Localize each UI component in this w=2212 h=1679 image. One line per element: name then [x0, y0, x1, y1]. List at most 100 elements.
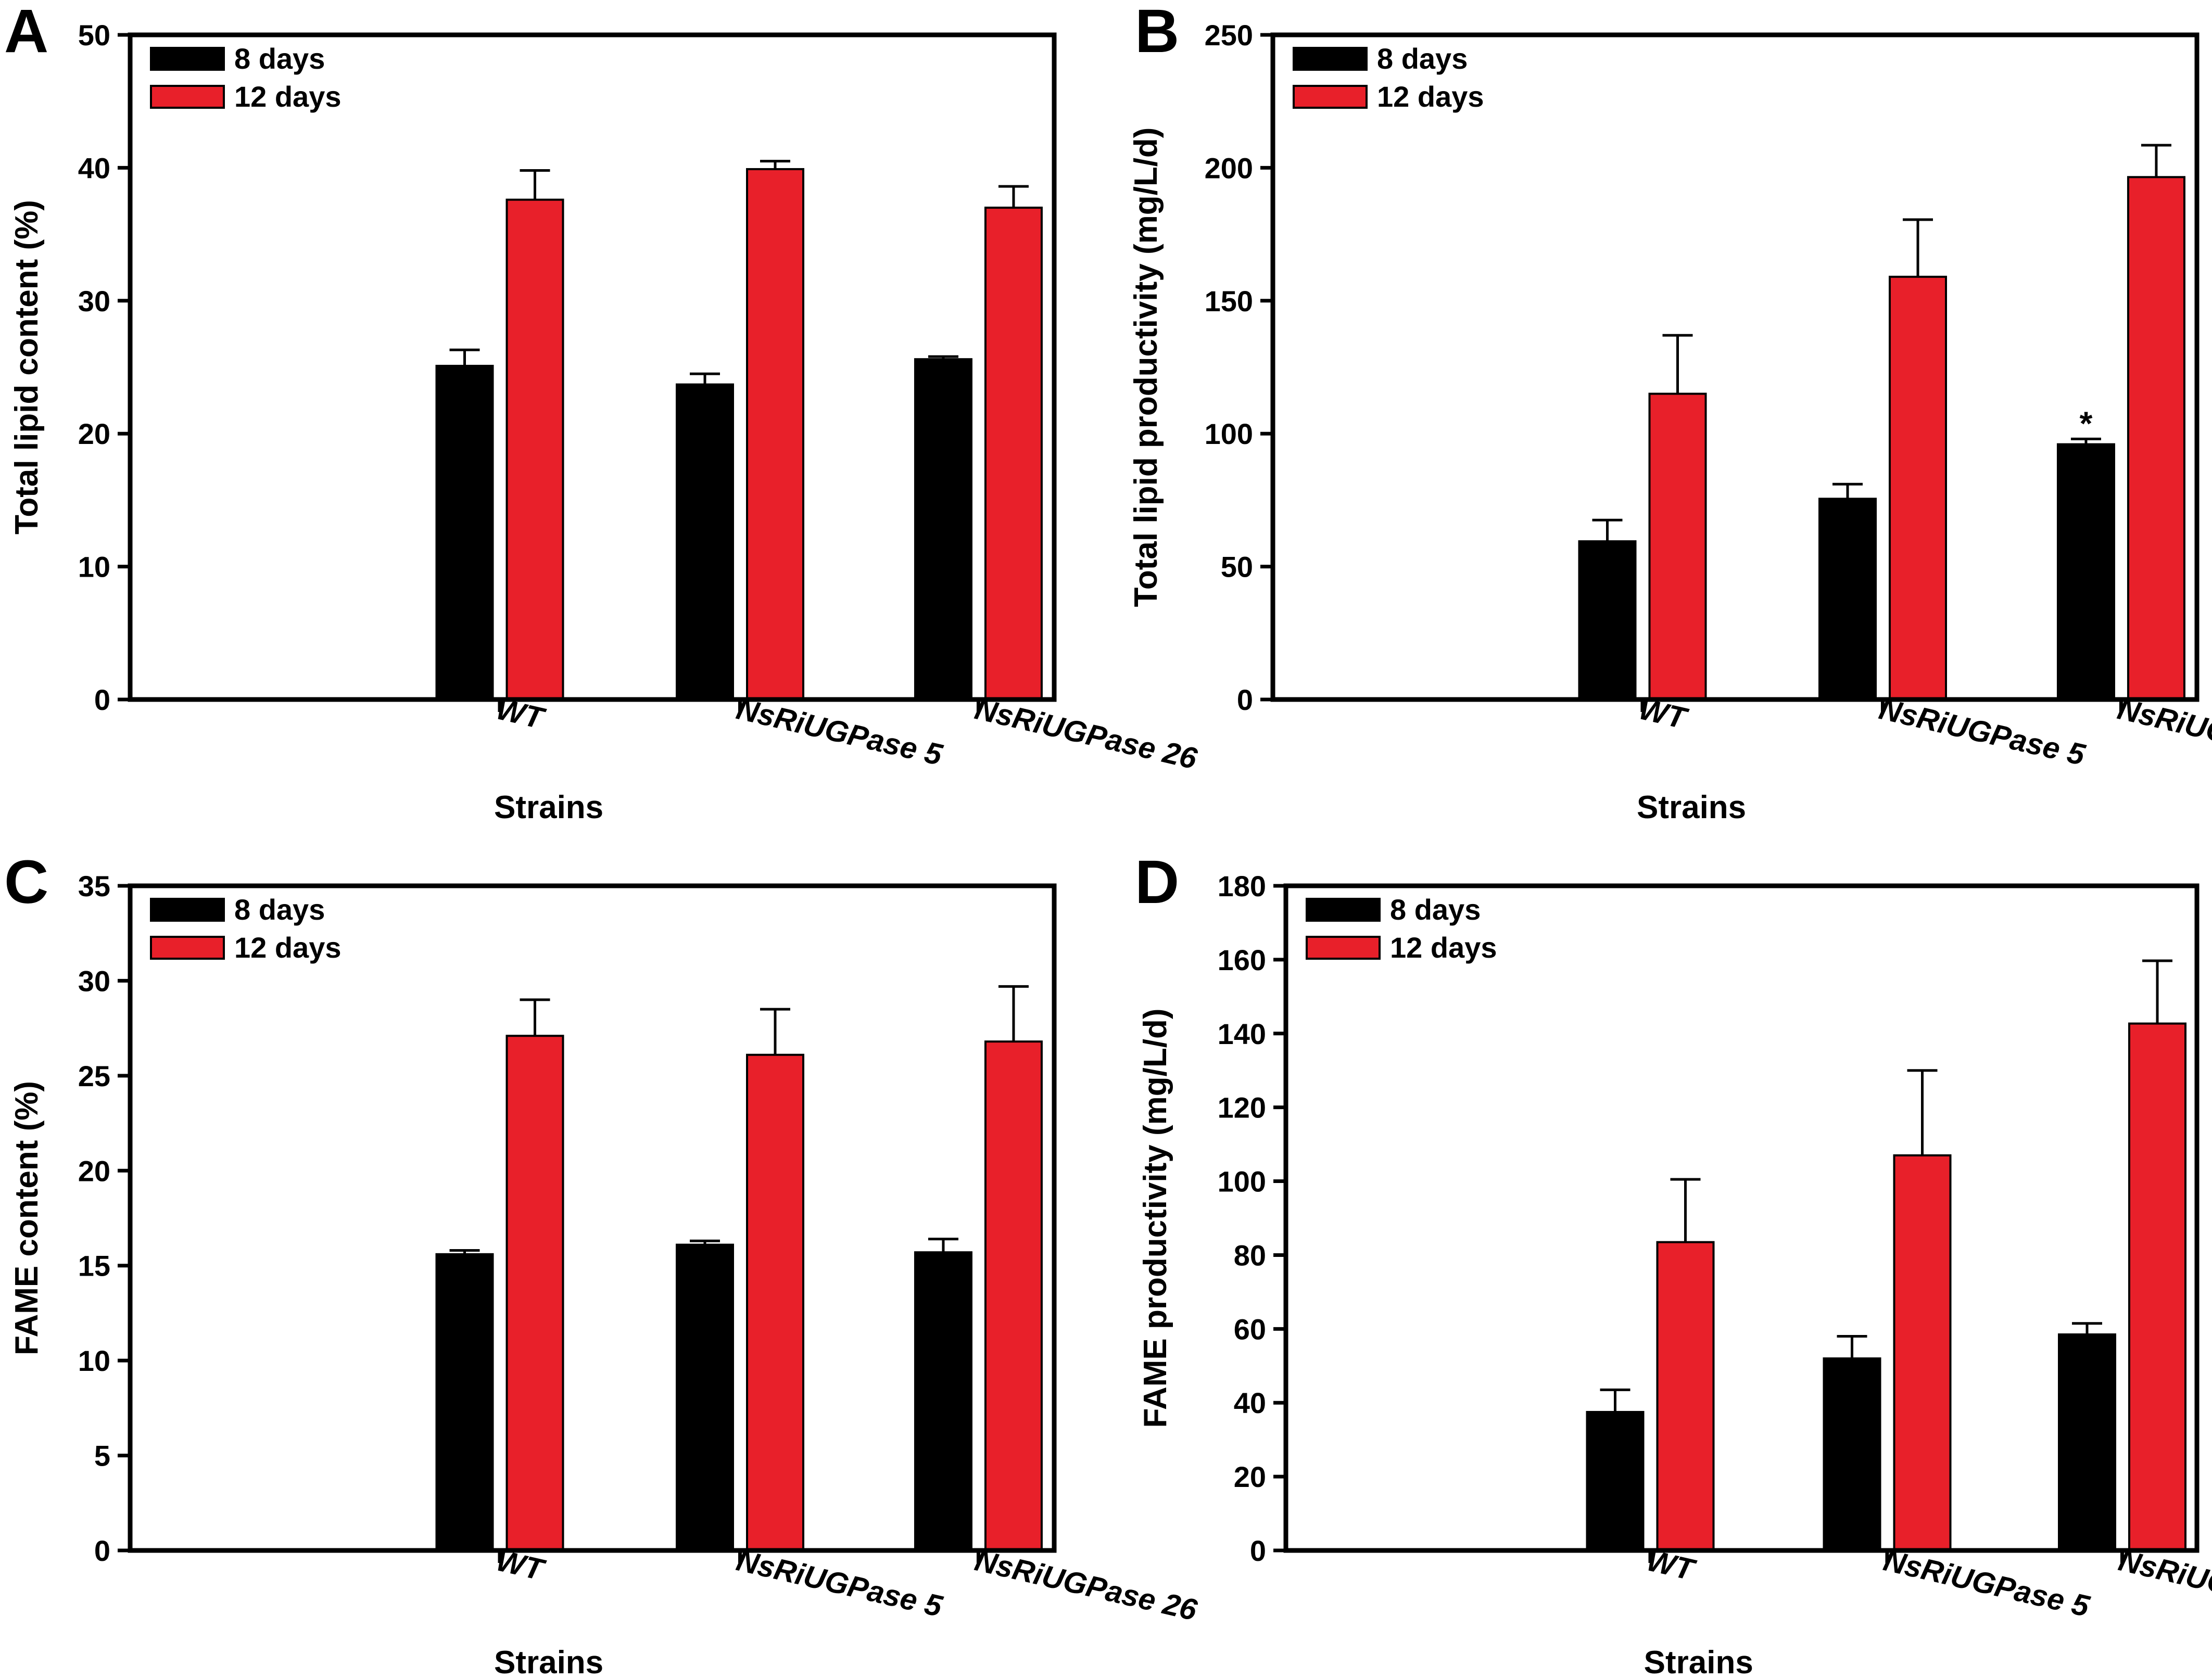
bar-12-days-3 — [2127, 176, 2185, 701]
legend-swatch-8-days — [1293, 47, 1368, 71]
bar-8-days-1 — [435, 1253, 494, 1551]
y-tick-label: 50 — [1221, 551, 1253, 583]
bar-8-days-2 — [676, 383, 734, 701]
bar-8-days-1 — [1586, 1410, 1645, 1551]
plot-frame — [1270, 32, 2200, 702]
panel-letter: A — [4, 0, 48, 66]
y-tick-label: 100 — [1218, 1165, 1266, 1198]
plot-frame — [128, 32, 1057, 702]
y-tick-label: 140 — [1218, 1017, 1266, 1050]
y-axis-title: FAME productivity (mg/L/d) — [1137, 1009, 1173, 1428]
bar-8-days-2 — [676, 1243, 734, 1552]
bar-12-days-2 — [1893, 1154, 1952, 1552]
legend-label-12-days: 12 days — [1390, 931, 1497, 964]
y-tick-label: 80 — [1234, 1239, 1266, 1271]
y-tick-label: 35 — [78, 870, 110, 902]
legend-label-8-days: 8 days — [234, 893, 325, 926]
bar-8-days-1 — [1578, 540, 1637, 701]
x-category-label: NsRiUGPase 26 — [2116, 1543, 2212, 1627]
y-tick-label: 250 — [1205, 19, 1253, 52]
significance-marker: * — [2079, 404, 2092, 442]
y-tick-label: 120 — [1218, 1091, 1266, 1124]
y-tick-label: 5 — [94, 1440, 110, 1472]
bar-12-days-1 — [1648, 392, 1707, 701]
legend-label-8-days: 8 days — [1377, 42, 1468, 75]
x-category-label: NsRiUGPase 26 — [2115, 692, 2212, 775]
bar-8-days-3 — [2056, 443, 2115, 701]
y-tick-label: 0 — [94, 1534, 110, 1567]
legend-swatch-12-days — [150, 936, 225, 960]
bar-8-days-3 — [2058, 1333, 2116, 1552]
y-axis-title: FAME content (%) — [9, 1081, 45, 1355]
y-tick-label: 15 — [78, 1250, 110, 1282]
y-tick-label: 10 — [78, 551, 110, 583]
bar-8-days-2 — [1818, 498, 1877, 701]
y-tick-label: 40 — [1234, 1387, 1266, 1419]
bar-8-days-3 — [914, 1251, 972, 1552]
panel-letter: C — [4, 848, 48, 917]
x-axis-title: Strains — [1644, 1645, 1753, 1679]
panel-letter: D — [1135, 848, 1179, 917]
bar-12-days-1 — [1656, 1241, 1715, 1551]
y-tick-label: 0 — [1237, 683, 1253, 716]
x-category-label: NsRiUGPase 5 — [1876, 692, 2089, 772]
legend-swatch-12-days — [150, 85, 225, 109]
y-tick-label: 180 — [1218, 870, 1266, 902]
legend-swatch-12-days — [1306, 936, 1381, 960]
y-tick-label: 20 — [78, 417, 110, 450]
panel-letter: B — [1135, 0, 1179, 66]
y-tick-label: 60 — [1234, 1313, 1266, 1345]
y-tick-label: 0 — [1250, 1534, 1266, 1567]
bar-12-days-3 — [984, 207, 1043, 701]
legend-swatch-8-days — [150, 47, 225, 71]
bar-12-days-2 — [746, 1053, 804, 1552]
legend-swatch-12-days — [1293, 85, 1368, 109]
y-tick-label: 20 — [1234, 1460, 1266, 1493]
y-tick-label: 30 — [78, 964, 110, 997]
legend-label-8-days: 8 days — [1390, 893, 1481, 926]
x-category-label: NsRiUGPase 26 — [972, 692, 1200, 775]
bar-12-days-2 — [746, 168, 804, 701]
y-tick-label: 160 — [1218, 944, 1266, 976]
y-tick-label: 0 — [94, 683, 110, 716]
legend-label-12-days: 12 days — [1377, 80, 1484, 113]
x-category-label: NsRiUGPase 5 — [734, 692, 946, 772]
plot-frame — [1283, 883, 2200, 1553]
y-tick-label: 25 — [78, 1060, 110, 1092]
plot-frame — [128, 883, 1057, 1553]
y-tick-label: 200 — [1205, 151, 1253, 184]
y-tick-label: 100 — [1205, 417, 1253, 450]
x-category-label: NsRiUGPase 5 — [734, 1543, 946, 1623]
legend-swatch-8-days — [150, 898, 225, 922]
y-tick-label: 20 — [78, 1154, 110, 1187]
x-axis-title: Strains — [1637, 790, 1746, 825]
y-tick-label: 10 — [78, 1344, 110, 1377]
legend-label-12-days: 12 days — [234, 931, 342, 964]
y-tick-label: 150 — [1205, 285, 1253, 317]
bar-12-days-2 — [1889, 275, 1947, 701]
bar-12-days-3 — [984, 1040, 1043, 1551]
bar-12-days-1 — [505, 1035, 564, 1552]
y-tick-label: 30 — [78, 285, 110, 317]
y-tick-label: 40 — [78, 151, 110, 184]
y-axis-title: Total lipid productivity (mg/L/d) — [1128, 128, 1164, 607]
legend-label-12-days: 12 days — [234, 80, 342, 113]
bar-12-days-1 — [505, 198, 564, 701]
legend-label-8-days: 8 days — [234, 42, 325, 75]
legend-swatch-8-days — [1306, 898, 1381, 922]
bar-8-days-3 — [914, 358, 972, 701]
x-axis-title: Strains — [494, 1645, 603, 1679]
bar-8-days-2 — [1823, 1357, 1881, 1551]
x-axis-title: Strains — [494, 790, 603, 825]
x-category-label: NsRiUGPase 26 — [972, 1543, 1200, 1627]
y-axis-title: Total lipid content (%) — [9, 200, 45, 535]
bar-8-days-1 — [435, 364, 494, 701]
y-tick-label: 50 — [78, 19, 110, 52]
x-category-label: NsRiUGPase 5 — [1880, 1543, 2093, 1623]
bar-12-days-3 — [2128, 1022, 2186, 1551]
